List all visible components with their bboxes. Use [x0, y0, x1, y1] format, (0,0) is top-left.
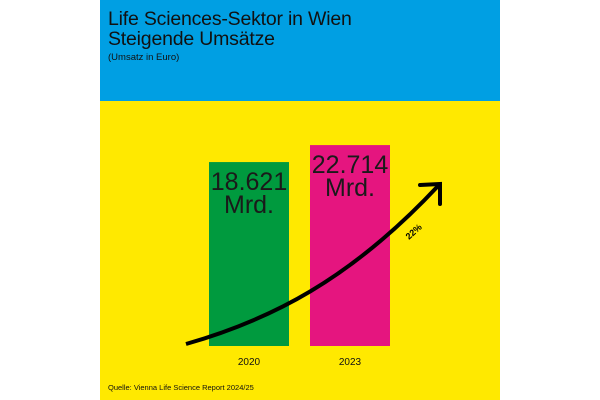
- data-label: 18.621: [211, 168, 287, 196]
- source-note: Quelle: Vienna Life Science Report 2024/…: [108, 383, 254, 392]
- data-label: Mrd.: [325, 174, 375, 202]
- data-label: 22.714: [312, 151, 389, 179]
- x-tick-label: 2020: [238, 357, 261, 368]
- x-tick-label: 2023: [339, 357, 362, 368]
- chart-subtitle: (Umsatz in Euro): [108, 52, 180, 63]
- header: Life Sciences-Sektor in Wien Steigende U…: [100, 0, 500, 101]
- chart-panel: Life Sciences-Sektor in Wien Steigende U…: [100, 0, 500, 400]
- chart-title-line1: Life Sciences-Sektor in Wien: [108, 8, 352, 30]
- bar-2020: [209, 162, 289, 346]
- arrow-head-icon: [418, 181, 442, 206]
- data-label: Mrd.: [224, 191, 274, 219]
- growth-label: 22%: [404, 222, 424, 241]
- chart-title-line2: Steigende Umsätze: [108, 28, 275, 50]
- growth-arrow: [185, 184, 440, 346]
